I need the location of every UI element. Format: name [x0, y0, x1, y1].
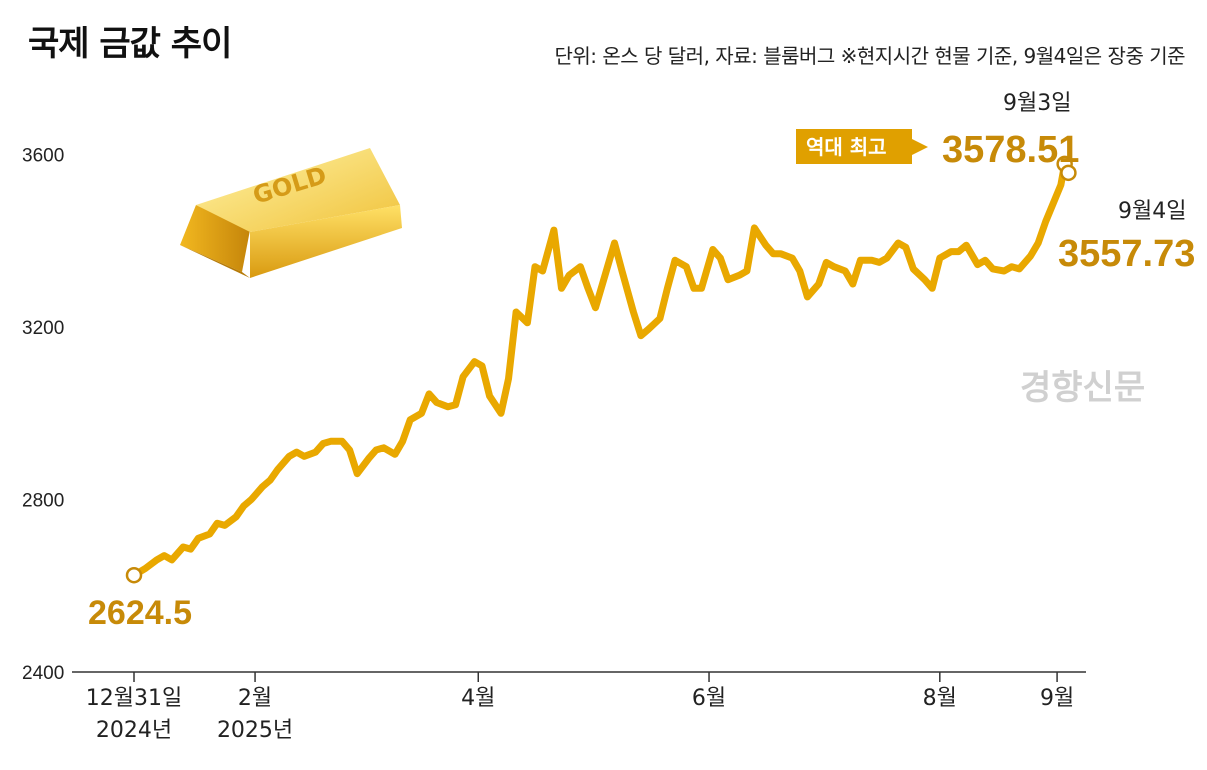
start-value-label: 2624.5 [88, 594, 192, 632]
data-point-marker [1060, 164, 1077, 182]
source-note: 단위: 온스 당 달러, 자료: 블룸버그 ※현지시간 현물 기준, 9월4일은… [554, 44, 1185, 68]
y-tick-label: 3200 [22, 318, 64, 339]
record-badge-label: 역대 최고 [806, 135, 887, 159]
x-tick-label: 2월 [238, 686, 272, 711]
peak-value-label: 3578.51 [942, 129, 1079, 171]
y-tick-label: 2400 [22, 663, 64, 684]
gold-bar-illustration: GOLD [180, 148, 402, 278]
start-annotation: 2624.5 [88, 594, 192, 632]
x-tick-label: 6월 [692, 686, 726, 711]
end-annotation: 9월4일 3557.73 [1058, 199, 1195, 275]
x-tick-label: 8월 [923, 686, 957, 711]
gold-price-line [130, 160, 1072, 579]
y-axis-ticks: 2400 2800 3200 3600 [22, 146, 64, 684]
peak-annotation: 9월3일 역대 최고 3578.51 [796, 91, 1079, 171]
x-tick-label: 12월31일 [86, 686, 182, 711]
end-date-label: 9월4일 [1118, 199, 1186, 224]
end-value-label: 3557.73 [1058, 233, 1195, 275]
watermark: 경향신문 [1020, 368, 1145, 408]
record-badge [796, 129, 928, 164]
data-point-marker [125, 566, 143, 584]
y-tick-label: 2800 [22, 491, 64, 512]
y-tick-label: 3600 [22, 146, 64, 167]
x-tick-label: 4월 [461, 686, 495, 711]
x-tick-label: 9월 [1040, 686, 1074, 711]
x-tick-label: 2024년 [96, 718, 172, 743]
chart-title: 국제 금값 추이 [28, 24, 232, 64]
x-axis-ticks: 12월31일 2024년 2월 2025년 4월 6월 8월 9월 [86, 672, 1074, 743]
price-series [125, 155, 1077, 584]
x-tick-label: 2025년 [217, 718, 293, 743]
peak-date-label: 9월3일 [1003, 91, 1071, 116]
